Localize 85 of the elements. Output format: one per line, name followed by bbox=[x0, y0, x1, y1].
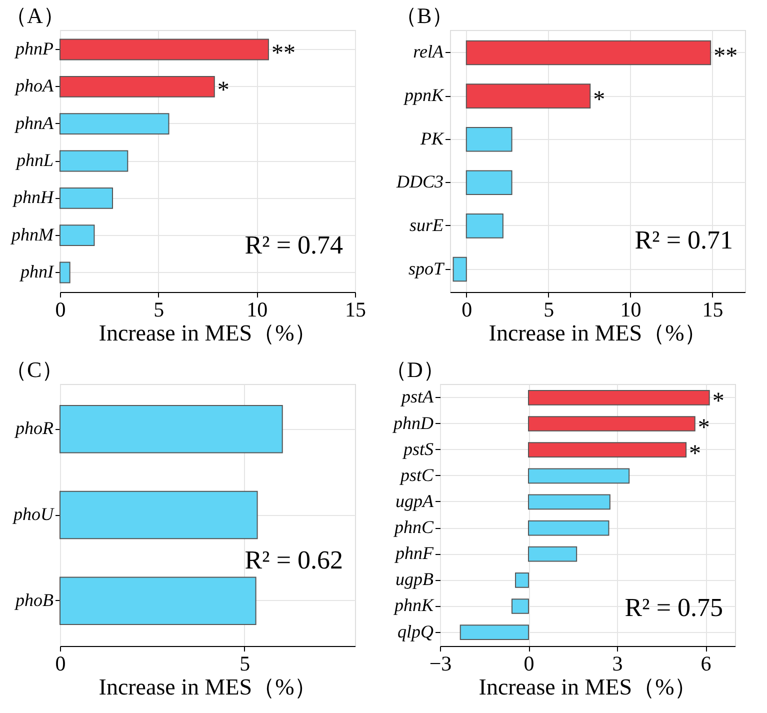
x-tick-label: 0 bbox=[462, 298, 472, 322]
bar bbox=[60, 262, 70, 284]
chart-title: （D） bbox=[385, 357, 445, 382]
bar bbox=[60, 113, 170, 135]
bar bbox=[528, 546, 578, 562]
annotation: * bbox=[217, 78, 230, 104]
bar bbox=[528, 416, 696, 432]
annotation: R² = 0.71 bbox=[634, 225, 733, 254]
x-tick-label: 5 bbox=[154, 298, 164, 322]
bar bbox=[515, 572, 529, 588]
x-tick-label: 0 bbox=[55, 298, 66, 322]
x-tick-label: 6 bbox=[700, 652, 712, 676]
y-tick-label: phnH bbox=[12, 187, 54, 208]
y-tick-label: phnC bbox=[392, 517, 434, 538]
chart-title: （C） bbox=[5, 357, 64, 382]
y-tick-label: phnL bbox=[14, 150, 54, 170]
y-tick-label: pstA bbox=[399, 386, 434, 407]
bar bbox=[528, 468, 630, 484]
x-tick-label: 0 bbox=[524, 652, 534, 676]
y-tick-label: phnM bbox=[10, 224, 54, 244]
y-tick-label: phnF bbox=[394, 543, 434, 564]
x-tick-label: 0 bbox=[55, 652, 66, 676]
y-tick-label: PK bbox=[419, 128, 444, 148]
y-tick-label: pstC bbox=[398, 464, 434, 485]
x-tick-label: 15 bbox=[345, 298, 366, 322]
y-tick-label: phoB bbox=[14, 590, 54, 610]
x-tick-label: 15 bbox=[702, 298, 724, 322]
x-tick-label: 10 bbox=[620, 298, 642, 322]
bar bbox=[511, 598, 529, 614]
y-tick-label: phoA bbox=[14, 76, 54, 96]
y-tick-label: phnP bbox=[14, 38, 54, 59]
annotation: ** bbox=[271, 40, 296, 67]
x-tick-label: 5 bbox=[240, 652, 250, 676]
bar bbox=[460, 624, 529, 640]
bar bbox=[528, 442, 687, 458]
annotation: ** bbox=[714, 44, 738, 70]
y-tick-label: phoU bbox=[12, 504, 54, 524]
y-tick-label: relA bbox=[413, 42, 444, 62]
bar bbox=[60, 490, 258, 540]
annotation: * bbox=[689, 440, 702, 467]
y-tick-label: phnA bbox=[14, 112, 54, 133]
bar bbox=[60, 187, 114, 209]
bar bbox=[60, 38, 269, 60]
x-axis-title: Increase in MES（%） bbox=[98, 674, 318, 700]
bar bbox=[466, 40, 712, 66]
y-tick-label: qlpQ bbox=[398, 621, 434, 642]
bar bbox=[60, 404, 283, 454]
chart-title: （A） bbox=[5, 3, 65, 28]
annotation: R² = 0.75 bbox=[624, 593, 723, 622]
chart-title: （B） bbox=[395, 3, 454, 28]
bar bbox=[60, 150, 128, 172]
y-tick-label: phnI bbox=[18, 261, 54, 282]
annotation: R² = 0.62 bbox=[244, 545, 343, 574]
y-tick-label: phnK bbox=[392, 595, 434, 616]
y-tick-label: pstS bbox=[401, 438, 434, 459]
bar bbox=[528, 494, 610, 510]
y-tick-label: ugpA bbox=[396, 490, 434, 511]
y-tick-label: ugpB bbox=[396, 569, 434, 590]
x-axis-title: Increase in MES（%） bbox=[478, 674, 698, 700]
annotation: * bbox=[698, 414, 710, 441]
bar bbox=[60, 224, 95, 246]
x-tick-label: 5 bbox=[544, 298, 554, 322]
y-tick-label: ppnK bbox=[402, 85, 444, 106]
bar bbox=[466, 126, 512, 152]
bar bbox=[466, 170, 512, 196]
x-axis-title: Increase in MES（%） bbox=[488, 320, 708, 346]
x-tick-label: −3 bbox=[429, 652, 452, 676]
y-tick-label: phoR bbox=[14, 418, 54, 438]
y-tick-label: spoT bbox=[408, 258, 446, 278]
x-tick-label: 10 bbox=[246, 298, 268, 322]
bar bbox=[528, 520, 610, 536]
y-tick-label: phnD bbox=[392, 412, 434, 433]
y-tick-label: surE bbox=[409, 214, 444, 235]
bar bbox=[466, 84, 591, 108]
y-tick-label: DDC3 bbox=[395, 172, 444, 192]
bar bbox=[466, 214, 504, 238]
bar bbox=[60, 76, 215, 98]
annotation: * bbox=[593, 87, 606, 114]
bar bbox=[60, 576, 256, 626]
annotation: R² = 0.74 bbox=[244, 230, 343, 260]
x-axis-title: Increase in MES（%） bbox=[98, 320, 318, 346]
x-tick-label: 3 bbox=[612, 652, 623, 676]
bar bbox=[452, 256, 467, 282]
annotation: * bbox=[712, 388, 724, 415]
bar bbox=[528, 390, 710, 406]
